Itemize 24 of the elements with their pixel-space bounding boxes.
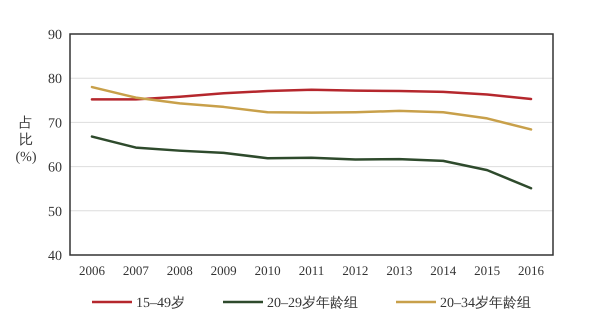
y-tick-label: 80 bbox=[48, 72, 62, 88]
line-series bbox=[90, 86, 532, 131]
y-tick-label: 60 bbox=[48, 160, 62, 176]
x-tick-label: 2006 bbox=[78, 263, 106, 278]
x-tick-label: 2013 bbox=[386, 263, 412, 278]
y-tick-label: 50 bbox=[48, 204, 62, 220]
line-series bbox=[90, 135, 532, 190]
legend-label: 20–34岁年龄组 bbox=[440, 295, 531, 311]
x-tick-label: 2015 bbox=[474, 263, 500, 278]
y-tick-label: 40 bbox=[48, 249, 62, 264]
x-tick-label: 2011 bbox=[298, 263, 324, 278]
x-tick-label: 2014 bbox=[430, 263, 457, 278]
x-tick-label: 2007 bbox=[122, 263, 150, 278]
y-tick-label: 70 bbox=[48, 116, 62, 132]
legend-label: 15–49岁 bbox=[136, 295, 185, 311]
x-tick-label: 2012 bbox=[342, 263, 368, 278]
x-tick-label: 2008 bbox=[166, 263, 193, 278]
legend-label: 20–29岁年龄组 bbox=[267, 295, 358, 311]
x-tick-label: 2009 bbox=[210, 263, 237, 278]
line-series bbox=[90, 88, 532, 101]
x-tick-label: 2010 bbox=[254, 263, 281, 278]
y-tick-label: 90 bbox=[48, 28, 62, 43]
x-tick-label: 2016 bbox=[518, 263, 545, 278]
y-axis-title: 占比(%) bbox=[16, 115, 37, 165]
